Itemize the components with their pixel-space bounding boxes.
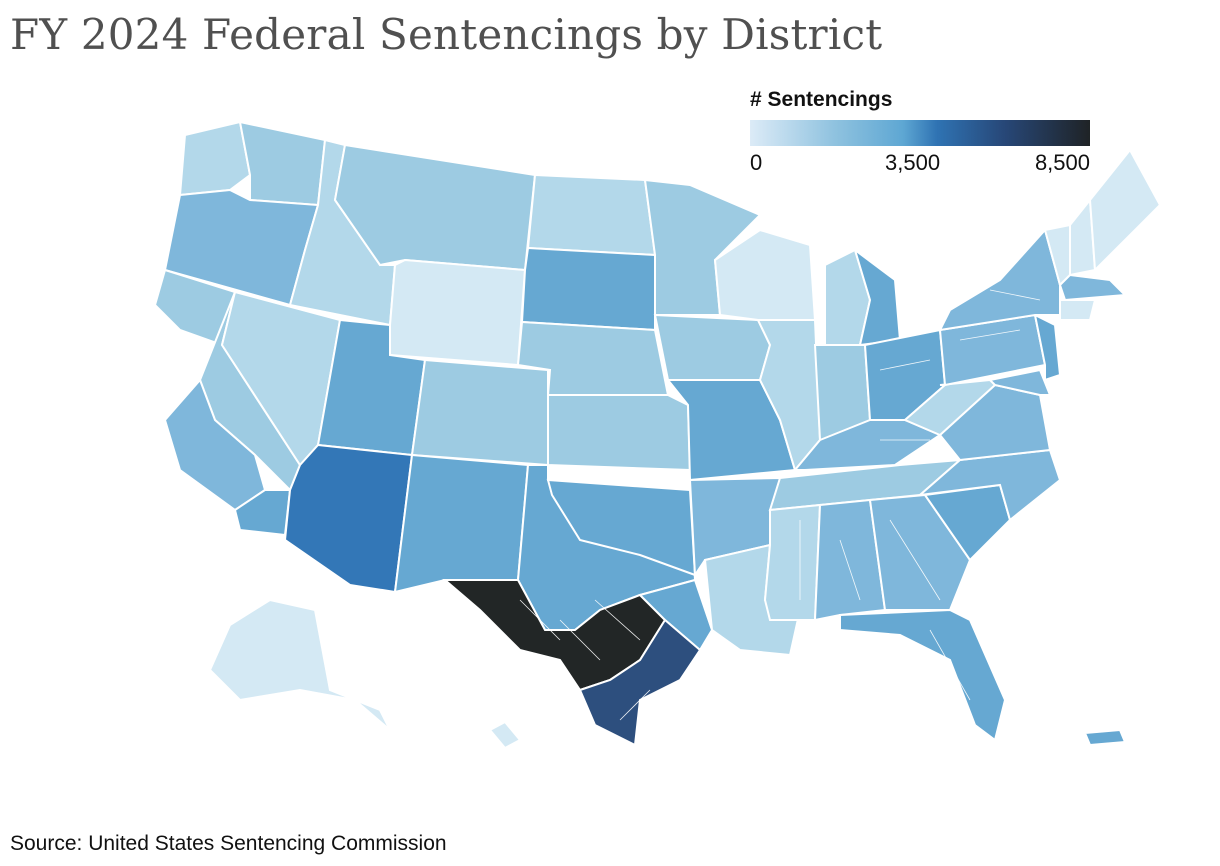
district-colorado[interactable] bbox=[410, 358, 549, 467]
district-alaska[interactable] bbox=[208, 598, 391, 731]
district-new-mexico[interactable] bbox=[393, 453, 530, 594]
source-note: Source: United States Sentencing Commiss… bbox=[10, 832, 447, 855]
legend-tick-3500: 3,500 bbox=[885, 150, 941, 175]
district-maine[interactable] bbox=[1088, 148, 1162, 273]
district-kentucky[interactable] bbox=[792, 419, 943, 471]
district-alabama[interactable] bbox=[813, 498, 887, 622]
district-illinois[interactable] bbox=[756, 319, 822, 473]
southeast-inner-lines bbox=[799, 519, 971, 701]
district-connecticut[interactable] bbox=[1059, 299, 1097, 321]
district-north-dakota[interactable] bbox=[526, 173, 657, 257]
legend: # Sentencings 0 3,500 8,500 bbox=[750, 88, 1090, 180]
district-wyoming[interactable] bbox=[389, 258, 527, 367]
northeast-inner-lines bbox=[879, 289, 1041, 441]
legend-tick-8500: 8,500 bbox=[1034, 150, 1090, 175]
district-georgia[interactable] bbox=[868, 493, 972, 611]
page-title: FY 2024 Federal Sentencings by District bbox=[10, 10, 883, 59]
legend-tick-labels: 0 3,500 8,500 bbox=[750, 150, 1090, 180]
district-new-jersey[interactable] bbox=[1033, 313, 1062, 382]
district-texas-south[interactable] bbox=[578, 618, 702, 747]
district-kansas[interactable] bbox=[547, 394, 692, 472]
district-new-york[interactable] bbox=[938, 227, 1061, 332]
district-texas-east[interactable] bbox=[638, 578, 714, 652]
district-washington-east[interactable] bbox=[238, 120, 327, 207]
district-california-north[interactable] bbox=[153, 268, 237, 347]
district-maryland[interactable] bbox=[987, 368, 1052, 396]
legend-title: # Sentencings bbox=[750, 88, 893, 111]
district-washington-west[interactable] bbox=[178, 120, 252, 197]
district-south-dakota[interactable] bbox=[520, 246, 656, 332]
district-massachusetts[interactable] bbox=[1058, 273, 1128, 302]
district-arizona[interactable] bbox=[283, 443, 414, 594]
texas-inner-lines bbox=[519, 599, 651, 721]
district-puerto-rico[interactable] bbox=[1083, 728, 1127, 747]
district-florida[interactable] bbox=[839, 608, 1007, 742]
legend-color-ramp bbox=[750, 120, 1090, 146]
district-hawaii[interactable] bbox=[488, 720, 522, 750]
legend-tick-0: 0 bbox=[750, 150, 763, 175]
district-iowa[interactable] bbox=[653, 313, 772, 381]
district-mississippi[interactable] bbox=[763, 503, 822, 621]
